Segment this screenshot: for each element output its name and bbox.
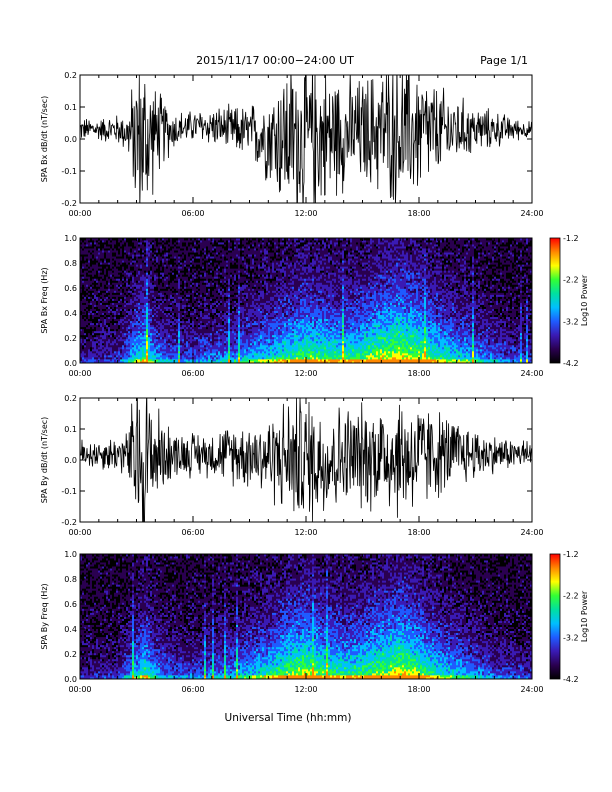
x-tick-label: 00:00 xyxy=(68,685,91,694)
y-tick-label: 0.4 xyxy=(64,309,77,318)
by-spectrogram-panel: 0.0 0.2 0.4 0.6 0.8 1.0 -1.2 -2.2 -3.2 -4.2 Log10 … xyxy=(40,550,589,694)
x-tick-label: 24:00 xyxy=(520,685,543,694)
colorbar xyxy=(550,238,560,363)
x-tick-label: 00:00 xyxy=(68,209,91,218)
x-tick-label: 24:00 xyxy=(520,369,543,378)
y-tick-label: 0.0 xyxy=(64,456,77,465)
colorbar-label: Log10 Power xyxy=(580,274,589,326)
x-tick-label: 12:00 xyxy=(294,369,317,378)
figure-canvas: 2015/11/17 00:00−24:00 UT Page 1/1 -0.2-… xyxy=(0,0,612,792)
y-tick-label: 0.2 xyxy=(64,394,77,403)
figure-title: 2015/11/17 00:00−24:00 UT xyxy=(196,54,354,67)
colorbar-tick-label: -2.2 xyxy=(563,276,579,285)
x-tick-label: 06:00 xyxy=(181,685,204,694)
x-axis-title: Universal Time (hh:mm) xyxy=(225,712,352,724)
y-tick-label: 0.1 xyxy=(64,425,77,434)
x-tick-label: 00:00 xyxy=(68,369,91,378)
y-tick-label: 0.0 xyxy=(64,135,77,144)
by-waveform-panel: -0.2 -0.1 0.0 0.1 0.2 00:00 06:00 12:00 18:00 24:… xyxy=(40,380,544,543)
x-tick-label: 18:00 xyxy=(407,685,430,694)
y-tick-label: 1.0 xyxy=(64,550,77,559)
x-tick-label: 00:00 xyxy=(68,528,91,537)
y-axis-title: SPA Bx Freq (Hz) xyxy=(40,267,49,333)
y-tick-label: -0.2 xyxy=(61,518,77,527)
y-tick-label: -0.2 xyxy=(61,199,77,208)
y-axis-title: SPA Bx dB/dt (nT/sec) xyxy=(40,96,49,183)
colorbar-tick-label: -3.2 xyxy=(563,633,579,642)
page-indicator: Page 1/1 xyxy=(480,54,528,67)
y-tick-label: 1.0 xyxy=(64,234,77,243)
y-tick-label: 0.8 xyxy=(64,575,77,584)
panels: -0.2 -0.1 0.0 0.1 0.2 00:00 06:00 12:00 18:00 24:… xyxy=(40,48,589,694)
x-tick-label: 12:00 xyxy=(294,209,317,218)
x-tick-label: 06:00 xyxy=(181,209,204,218)
y-tick-label: 0.0 xyxy=(64,675,77,684)
x-tick-label: 24:00 xyxy=(520,209,543,218)
y-axis-title: SPA By Freq (Hz) xyxy=(40,583,49,649)
x-tick-label: 18:00 xyxy=(407,209,430,218)
colorbar-label: Log10 Power xyxy=(580,590,589,642)
y-tick-label: 0.1 xyxy=(64,103,77,112)
y-tick-label: 0.4 xyxy=(64,625,77,634)
colorbar-tick-label: -4.2 xyxy=(563,359,579,368)
y-tick-label: 0.2 xyxy=(64,71,77,80)
colorbar-tick-label: -1.2 xyxy=(563,550,579,559)
y-tick-label: 0.6 xyxy=(64,284,77,293)
x-tick-label: 12:00 xyxy=(294,685,317,694)
colorbar-tick-label: -3.2 xyxy=(563,317,579,326)
colorbar-tick-label: -1.2 xyxy=(563,234,579,243)
colorbar-tick-label: -2.2 xyxy=(563,592,579,601)
y-tick-label: 0.2 xyxy=(64,650,77,659)
bx-waveform-trace xyxy=(80,48,532,216)
y-axis-title: SPA By dB/dt (nT/sec) xyxy=(40,417,49,504)
x-tick-label: 06:00 xyxy=(181,528,204,537)
y-tick-label: -0.1 xyxy=(61,487,77,496)
colorbar-tick-label: -4.2 xyxy=(563,675,579,684)
bx-spectrogram-panel: 0.0 0.2 0.4 0.6 0.8 1.0 -1.2 -2.2 -3.2 -4.2 Log10 … xyxy=(40,234,589,378)
bx-waveform-panel: -0.2 -0.1 0.0 0.1 0.2 00:00 06:00 12:00 18:00 24:… xyxy=(40,48,544,218)
y-tick-label: 0.0 xyxy=(64,359,77,368)
x-tick-label: 06:00 xyxy=(181,369,204,378)
y-tick-label: 0.8 xyxy=(64,259,77,268)
y-tick-label: 0.2 xyxy=(64,334,77,343)
y-tick-label: 0.6 xyxy=(64,600,77,609)
colorbar xyxy=(550,554,560,679)
x-tick-label: 18:00 xyxy=(407,369,430,378)
x-tick-label: 12:00 xyxy=(294,528,317,537)
x-tick-label: 18:00 xyxy=(407,528,430,537)
y-tick-label: -0.1 xyxy=(61,167,77,176)
x-tick-label: 24:00 xyxy=(520,528,543,537)
